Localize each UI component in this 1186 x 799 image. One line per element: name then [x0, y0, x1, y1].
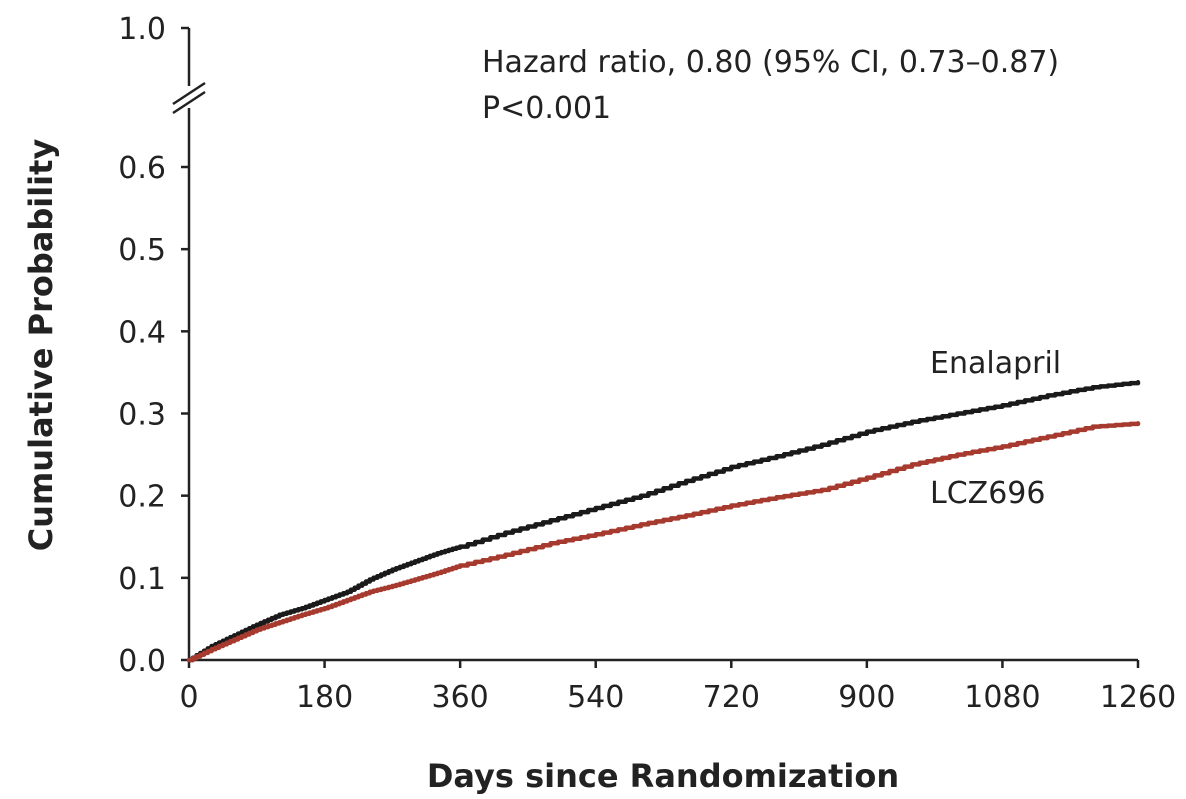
x-tick-label: 180: [296, 680, 353, 715]
series-group: [186, 380, 1141, 663]
x-tick-label: 1260: [1100, 680, 1176, 715]
x-tick-label: 0: [179, 680, 198, 715]
y-tick-label: 0.2: [118, 480, 166, 515]
y-tick-label-top: 1.0: [118, 12, 166, 47]
series-label-lcz696: LCZ696: [930, 476, 1045, 511]
y-tick-label: 0.6: [118, 151, 166, 186]
y-tick-label: 0.0: [118, 644, 166, 679]
y-tick-label: 0.1: [118, 562, 166, 597]
y-axis-break-mark: [172, 81, 206, 106]
x-tick-label: 900: [838, 680, 895, 715]
x-ticks: 0 180 360 540 720 900 1080 1260: [179, 660, 1176, 715]
x-tick-label: 1080: [964, 680, 1040, 715]
y-tick-label: 0.5: [118, 233, 166, 268]
series-label-enalapril: Enalapril: [930, 346, 1061, 381]
x-axis-title: Days since Randomization: [427, 757, 899, 795]
hazard-ratio-annotation: Hazard ratio, 0.80 (95% CI, 0.73–0.87): [482, 45, 1059, 80]
y-ticks: 0.0 0.1 0.2 0.3 0.4 0.5 0.6: [118, 151, 189, 679]
y-tick-label: 0.3: [118, 398, 166, 433]
x-tick-label: 720: [703, 680, 760, 715]
y-axis-title: Cumulative Probability: [22, 139, 60, 552]
series-line-lcz696: [186, 421, 1141, 663]
p-value-annotation: P<0.001: [482, 91, 611, 126]
axes: 1.0: [118, 12, 1138, 662]
y-tick-label: 0.4: [118, 315, 166, 350]
x-tick-label: 540: [567, 680, 624, 715]
y-axis-break-mark: [172, 90, 206, 115]
series-line-enalapril: [186, 380, 1141, 663]
x-tick-label: 360: [432, 680, 489, 715]
